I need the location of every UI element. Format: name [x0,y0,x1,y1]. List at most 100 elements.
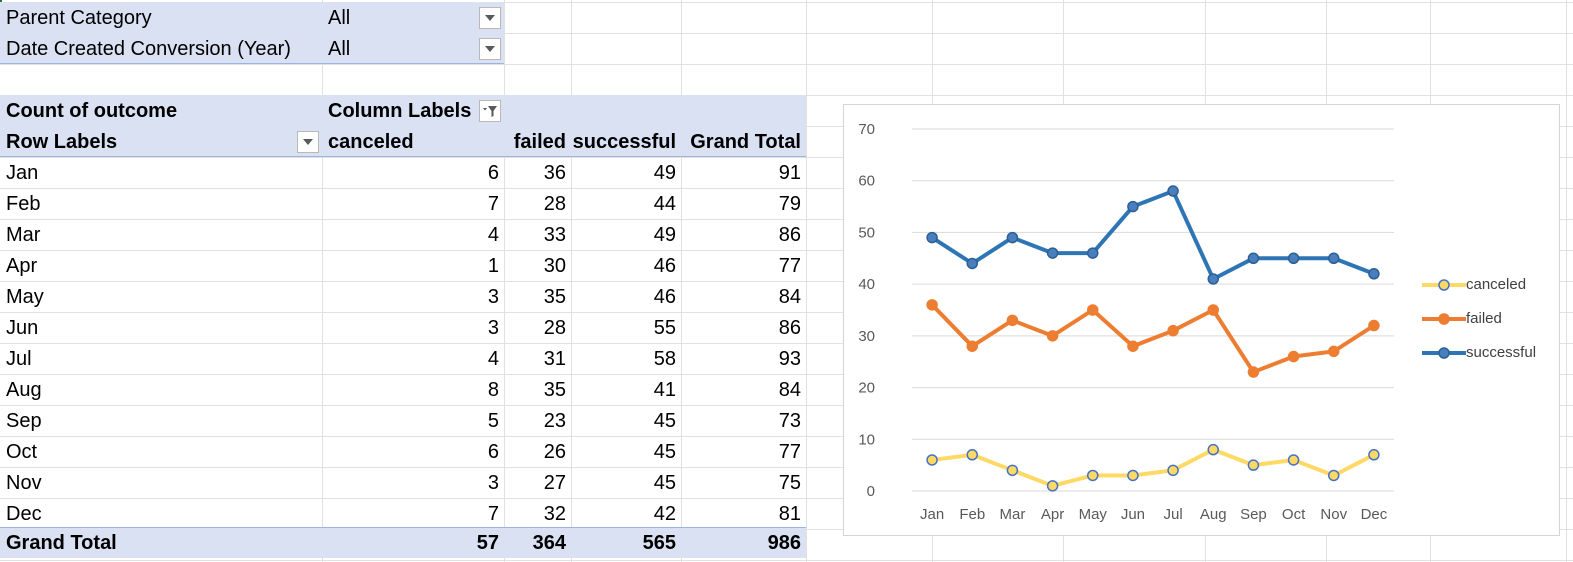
data-point-failed[interactable] [1167,324,1179,337]
table-cell[interactable]: 31 [543,348,566,370]
data-point-failed[interactable] [1328,345,1340,358]
data-point-successful[interactable] [1046,247,1059,259]
data-point-successful[interactable] [1368,268,1380,280]
table-cell[interactable]: 93 [778,348,801,370]
data-point-canceled[interactable] [1287,454,1300,466]
row-label-sep[interactable]: Sep [6,410,42,432]
column-labels-filter-button[interactable] [479,100,501,122]
table-cell[interactable]: 4 [487,348,499,370]
data-point-canceled[interactable] [1087,469,1099,482]
table-cell[interactable]: 35 [543,379,566,401]
table-cell[interactable]: 44 [653,193,676,215]
row-label-mar[interactable]: Mar [6,224,41,246]
table-cell[interactable]: 30 [543,255,566,277]
table-cell[interactable]: 3 [487,472,499,494]
table-cell[interactable]: 86 [778,317,801,339]
row-label-apr[interactable]: Apr [6,255,38,277]
row-label-jun[interactable]: Jun [6,317,39,339]
data-point-failed[interactable] [1368,319,1380,332]
data-point-failed[interactable] [1087,304,1099,316]
table-cell[interactable]: 46 [653,286,676,308]
filter-value-parent-category[interactable]: All [328,7,351,29]
data-point-canceled[interactable] [1328,469,1340,482]
table-cell[interactable]: 23 [543,410,566,432]
table-cell[interactable]: 77 [778,441,801,463]
table-cell[interactable]: 42 [653,503,676,525]
table-cell[interactable]: 6 [487,162,499,184]
table-cell[interactable]: 84 [778,379,801,401]
table-cell[interactable]: 36 [543,162,566,184]
data-point-failed[interactable] [1287,350,1300,363]
data-point-failed[interactable] [1046,330,1059,342]
table-cell[interactable]: 45 [653,410,676,432]
data-point-failed[interactable] [966,340,978,352]
table-cell[interactable]: 7 [487,193,499,215]
table-cell[interactable]: 55 [653,317,676,339]
table-cell[interactable]: 81 [778,503,801,525]
row-label-jul[interactable]: Jul [6,348,32,370]
row-labels-dropdown[interactable] [297,131,319,153]
data-point-canceled[interactable] [1368,449,1380,461]
data-point-canceled[interactable] [926,454,938,466]
filter-value-year[interactable]: All [328,38,351,60]
table-cell[interactable]: 7 [487,503,499,525]
row-label-dec[interactable]: Dec [6,503,42,525]
table-cell[interactable]: 45 [653,441,676,463]
table-cell[interactable]: 75 [778,472,801,494]
table-cell[interactable]: 91 [778,162,801,184]
table-cell[interactable]: 58 [653,348,676,370]
table-cell[interactable]: 46 [653,255,676,277]
table-cell[interactable]: 84 [778,286,801,308]
data-point-failed[interactable] [1207,304,1219,316]
data-point-canceled[interactable] [1207,443,1219,456]
table-cell[interactable]: 33 [543,224,566,246]
table-cell[interactable]: 32 [543,503,566,525]
data-point-successful[interactable] [1247,252,1260,265]
table-cell[interactable]: 28 [543,193,566,215]
series-line-failed[interactable] [930,303,1375,375]
table-cell[interactable]: 79 [778,193,801,215]
table-cell[interactable]: 45 [653,472,676,494]
data-point-successful[interactable] [1167,185,1179,197]
series-line-canceled[interactable] [931,447,1375,488]
table-cell[interactable]: 49 [653,162,676,184]
table-cell[interactable]: 3 [487,317,499,339]
table-cell[interactable]: 35 [543,286,566,308]
table-cell[interactable]: 86 [778,224,801,246]
table-cell[interactable]: 27 [543,472,566,494]
table-cell[interactable]: 49 [653,224,676,246]
row-label-may[interactable]: May [6,286,44,308]
year-dropdown[interactable] [479,38,501,60]
pivot-chart[interactable]: 0 10 20 30 40 50 60 70 Jan Feb Mar Apr May Jun Jul Aug S… [843,104,1560,536]
row-label-oct[interactable]: Oct [6,441,38,463]
table-cell[interactable]: 8 [487,379,499,401]
row-label-aug[interactable]: Aug [6,379,42,401]
row-label-feb[interactable]: Feb [6,193,41,215]
data-point-successful[interactable] [1207,273,1219,285]
data-point-successful[interactable] [1087,247,1099,259]
data-point-canceled[interactable] [1127,469,1139,482]
legend-item-successful[interactable]: successful [1422,344,1536,361]
legend-item-failed[interactable]: failed [1422,310,1502,327]
table-cell[interactable]: 28 [543,317,566,339]
table-cell[interactable]: 26 [543,441,566,463]
data-point-successful[interactable] [966,257,978,270]
table-cell[interactable]: 5 [487,410,499,432]
data-point-failed[interactable] [926,299,938,311]
table-cell[interactable]: 4 [487,224,499,246]
legend-item-canceled[interactable]: canceled [1422,276,1526,293]
data-point-canceled[interactable] [966,449,978,461]
data-point-canceled[interactable] [1006,464,1019,477]
row-label-nov[interactable]: Nov [6,472,42,494]
table-cell[interactable]: 6 [487,441,499,463]
parent-category-dropdown[interactable] [479,7,501,29]
table-cell[interactable]: 77 [778,255,801,277]
table-cell[interactable]: 1 [487,255,499,277]
data-point-canceled[interactable] [1167,464,1179,477]
data-point-failed[interactable] [1006,314,1019,327]
table-cell[interactable]: 3 [487,286,499,308]
data-point-successful[interactable] [1127,200,1139,213]
table-cell[interactable]: 41 [653,379,676,401]
data-point-canceled[interactable] [1247,459,1260,471]
data-point-successful[interactable] [1328,252,1340,265]
